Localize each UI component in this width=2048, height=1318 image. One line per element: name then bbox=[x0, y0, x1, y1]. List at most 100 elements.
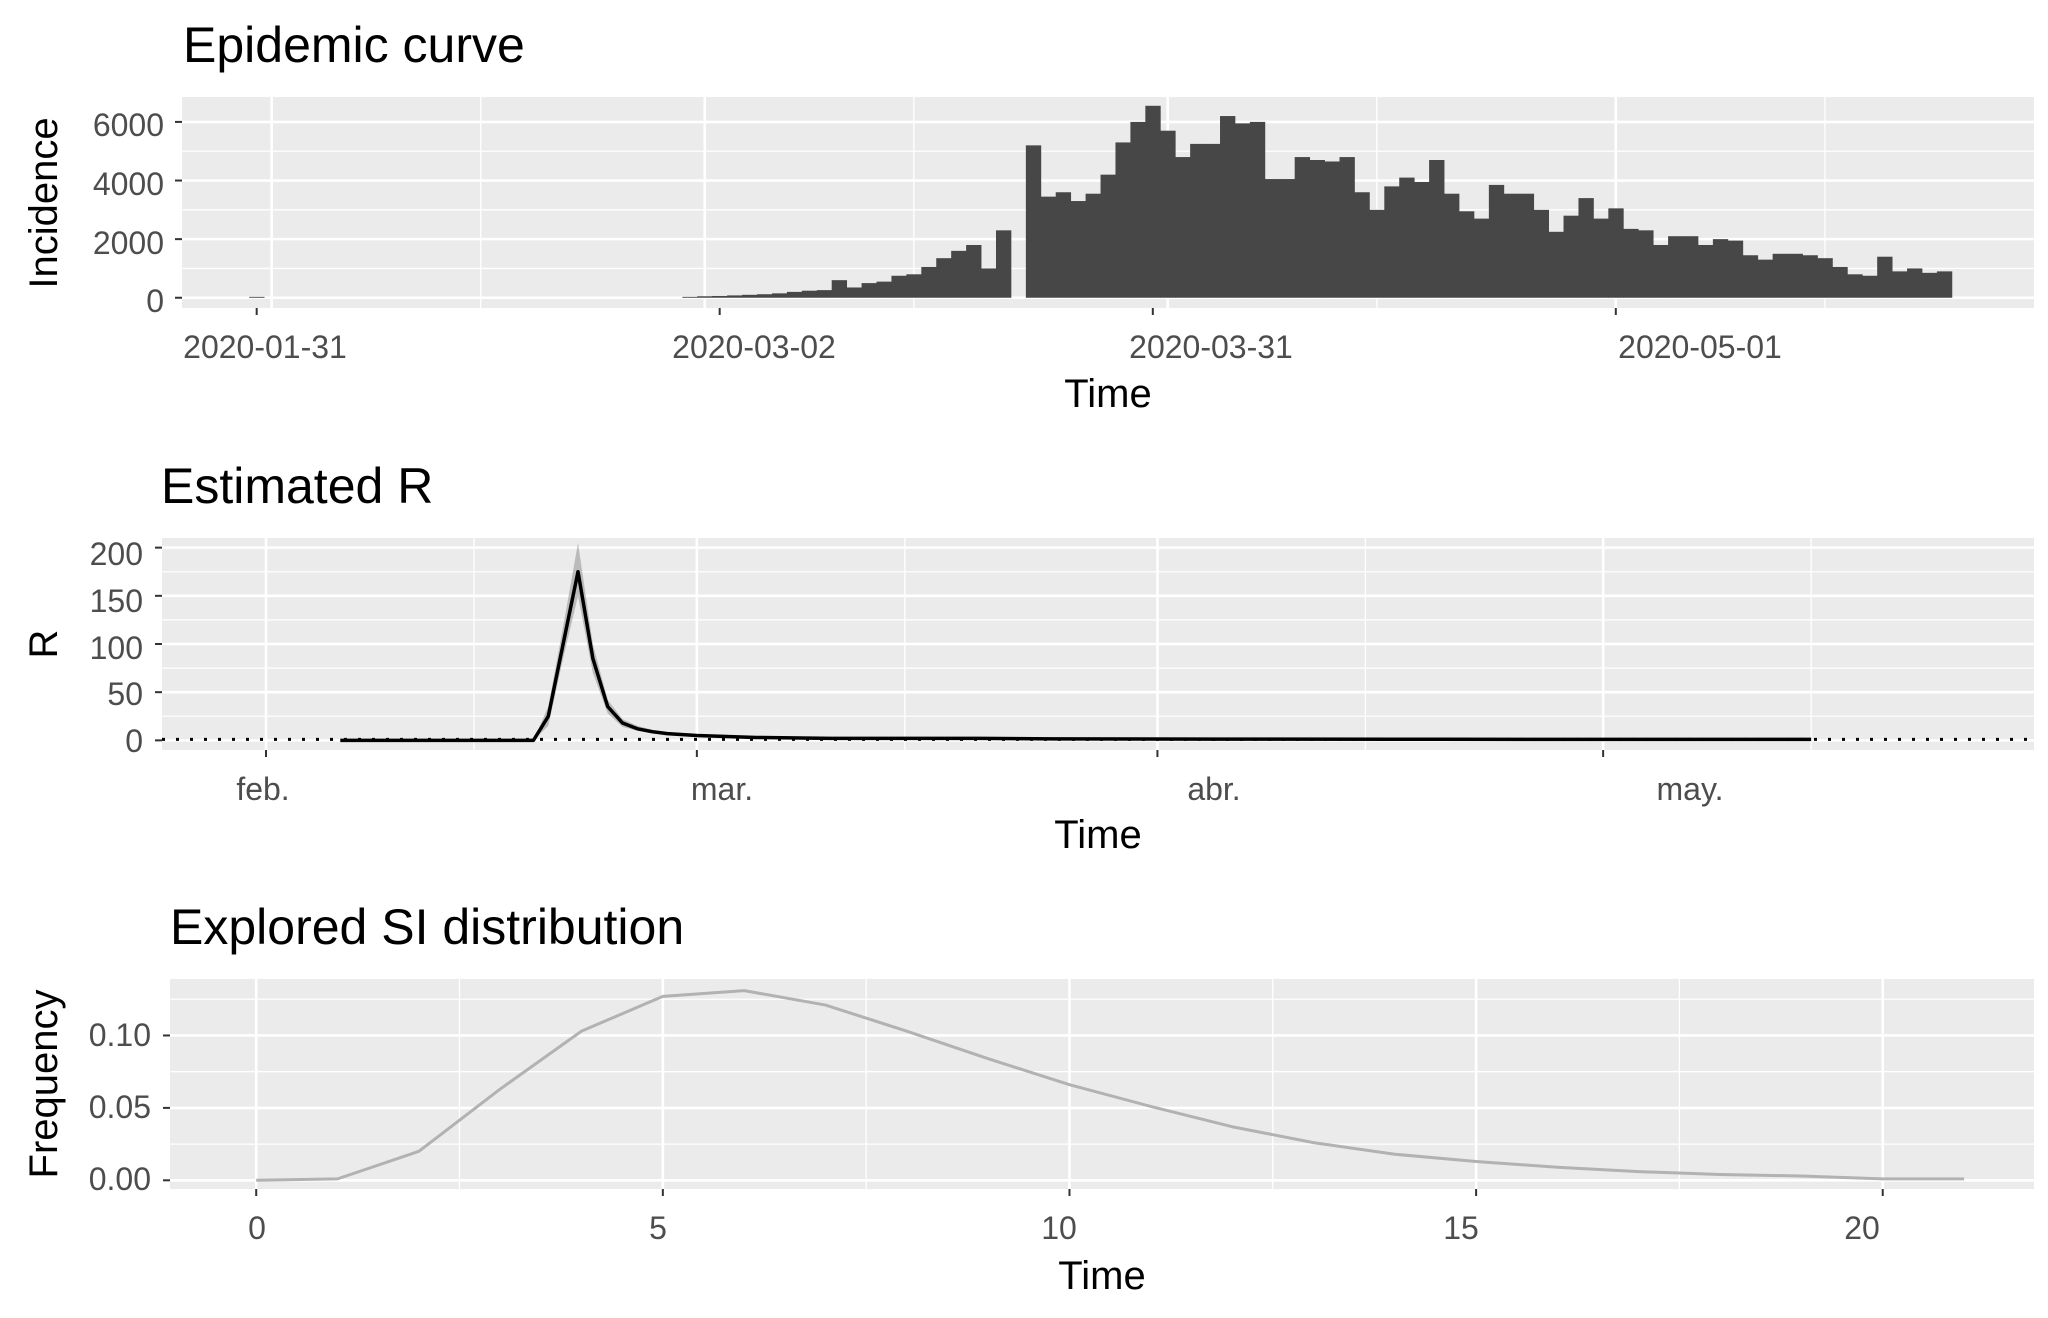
incidence-bar bbox=[831, 280, 848, 298]
incidence-bar bbox=[1772, 253, 1788, 298]
incidence-bar bbox=[1697, 244, 1714, 298]
incidence-bar bbox=[1921, 272, 1938, 298]
incidence-bar bbox=[1249, 121, 1266, 298]
x-tick-label: 15 bbox=[1443, 1210, 1479, 1246]
incidence-bar bbox=[1608, 208, 1624, 298]
incidence-bar bbox=[1145, 105, 1161, 298]
incidence-bar bbox=[1563, 215, 1579, 298]
incidence-bar bbox=[1817, 258, 1833, 298]
incidence-bar bbox=[1070, 201, 1086, 298]
incidence-bar bbox=[1160, 130, 1176, 298]
si-distribution-y-tick-labels: 0.10 0.05 0.00 bbox=[89, 1017, 151, 1197]
epidemic-curve-x-tick-labels: 2020-01-31 2020-03-02 2020-03-31 2020-05… bbox=[183, 329, 1782, 365]
x-tick-label: 10 bbox=[1041, 1210, 1077, 1246]
si-distribution-marks bbox=[256, 989, 1965, 1182]
incidence-bar bbox=[1429, 160, 1445, 298]
incidence-bar bbox=[1115, 142, 1131, 298]
incidence-bar bbox=[876, 281, 892, 298]
estimated-r-y-axis-title: R bbox=[22, 630, 66, 659]
x-tick-label: 2020-03-02 bbox=[672, 329, 836, 365]
incidence-bar bbox=[1473, 218, 1490, 298]
incidence-bar bbox=[1324, 161, 1340, 298]
incidence-bar bbox=[742, 294, 758, 298]
si-distribution-line bbox=[256, 989, 1965, 1182]
incidence-bar bbox=[1727, 240, 1744, 298]
incidence-bar bbox=[1025, 145, 1042, 298]
incidence-bar bbox=[1444, 193, 1460, 298]
si-distribution-grid bbox=[170, 979, 2034, 1189]
incidence-bar bbox=[1802, 255, 1818, 298]
y-tick-label: 6000 bbox=[93, 107, 164, 143]
y-tick-label: 0.10 bbox=[89, 1017, 151, 1053]
incidence-bar bbox=[1279, 179, 1296, 298]
incidence-bar bbox=[1055, 192, 1072, 298]
incidence-bar bbox=[966, 244, 982, 298]
epidemic-curve-bars bbox=[249, 105, 1953, 298]
incidence-bar bbox=[1309, 160, 1325, 298]
y-tick-label: 4000 bbox=[93, 166, 164, 202]
incidence-bar bbox=[1683, 236, 1699, 298]
estimated-r-y-tick-labels: 200 150 100 50 0 bbox=[90, 536, 143, 759]
incidence-bar bbox=[1548, 231, 1564, 298]
incidence-bar bbox=[1339, 157, 1355, 298]
incidence-bar bbox=[682, 296, 698, 298]
estimated-r-x-tick-labels: feb. mar. abr. may. bbox=[236, 771, 1723, 807]
incidence-bar bbox=[1205, 143, 1221, 298]
r-estimate-line bbox=[340, 569, 1812, 743]
incidence-bar bbox=[846, 287, 862, 298]
incidence-bar bbox=[995, 230, 1012, 298]
incidence-bar bbox=[921, 266, 937, 298]
si-distribution-x-axis-title: Time bbox=[1058, 1254, 1145, 1298]
incidence-bar bbox=[1264, 179, 1281, 298]
si-distribution-panel: Explored SI distribution 0.10 0.05 0.00 … bbox=[22, 899, 2034, 1298]
estimated-r-title: Estimated R bbox=[161, 458, 433, 514]
incidence-bar bbox=[1847, 274, 1863, 298]
incidence-bar bbox=[936, 258, 952, 298]
incidence-bar bbox=[1668, 236, 1684, 298]
y-tick-label: 100 bbox=[90, 630, 143, 666]
si-distribution-plot-area bbox=[170, 979, 2034, 1189]
estimated-r-tick-marks bbox=[155, 546, 1605, 757]
incidence-bar bbox=[1354, 192, 1370, 298]
incidence-bar bbox=[1384, 186, 1400, 298]
incidence-bar bbox=[1399, 177, 1415, 298]
y-tick-label: 200 bbox=[90, 536, 143, 572]
x-tick-label: abr. bbox=[1187, 771, 1240, 807]
incidence-bar bbox=[1936, 271, 1953, 298]
epidemic-curve-tick-marks bbox=[175, 120, 1617, 315]
y-tick-label: 0.00 bbox=[89, 1161, 151, 1197]
incidence-bar bbox=[906, 274, 922, 298]
incidence-bar bbox=[1832, 266, 1848, 298]
incidence-bar bbox=[771, 293, 788, 298]
incidence-bar bbox=[1907, 268, 1923, 298]
x-tick-label: 20 bbox=[1844, 1210, 1880, 1246]
incidence-bar bbox=[757, 294, 773, 298]
x-tick-label: 2020-01-31 bbox=[183, 329, 347, 365]
incidence-bar bbox=[712, 295, 728, 298]
si-distribution-tick-marks bbox=[163, 1034, 1884, 1196]
incidence-bar bbox=[1100, 174, 1116, 298]
estimated-r-panel: Estimated R 200 150 100 50 0 feb. mar. a… bbox=[22, 458, 2034, 857]
incidence-bar bbox=[786, 291, 803, 298]
incidence-bar bbox=[249, 296, 265, 298]
incidence-bar bbox=[981, 268, 997, 298]
incidence-bar bbox=[1175, 157, 1191, 298]
incidence-bar bbox=[1190, 143, 1206, 298]
y-tick-label: 0 bbox=[146, 283, 164, 319]
si-distribution-title: Explored SI distribution bbox=[170, 899, 684, 955]
estimated-r-marks bbox=[162, 542, 2034, 743]
x-tick-label: mar. bbox=[691, 771, 753, 807]
incidence-bar bbox=[1578, 198, 1594, 298]
incidence-bar bbox=[1040, 196, 1057, 298]
estimated-r-x-axis-title: Time bbox=[1054, 813, 1141, 857]
incidence-bar bbox=[1877, 256, 1893, 298]
incidence-bar bbox=[1593, 218, 1609, 298]
incidence-bar bbox=[1623, 228, 1639, 298]
incidence-bar bbox=[697, 296, 713, 298]
epidemic-curve-x-axis-title: Time bbox=[1064, 372, 1151, 416]
epidemic-curve-y-axis-title: Incidence bbox=[22, 117, 66, 288]
incidence-bar bbox=[1533, 209, 1549, 298]
incidence-bar bbox=[801, 290, 818, 298]
incidence-bar bbox=[1892, 271, 1908, 298]
